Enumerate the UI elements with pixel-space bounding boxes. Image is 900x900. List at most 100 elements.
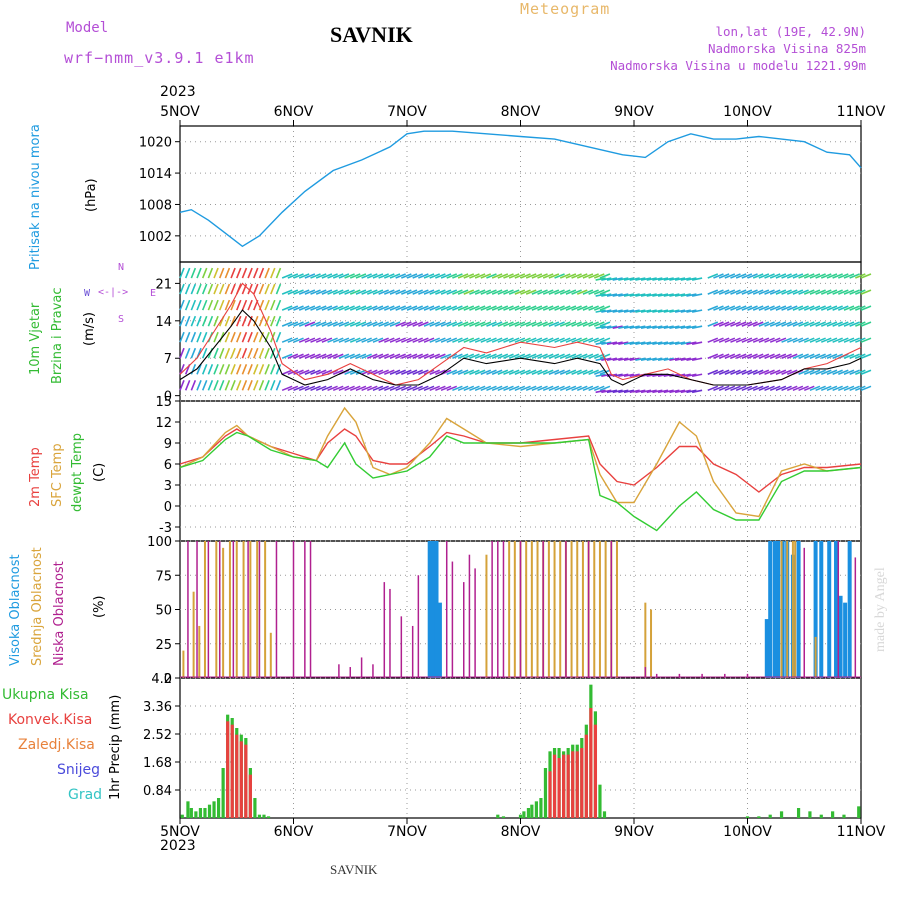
cloud-mid-bar [593, 541, 596, 678]
y-tick-label: 0 [164, 390, 172, 405]
wind-barb [855, 305, 866, 311]
wind-barb [741, 369, 753, 376]
wind-barb [769, 273, 781, 279]
wind-barb [657, 357, 669, 362]
wind-barb [275, 331, 282, 343]
wind-barb [457, 353, 469, 359]
wind-barb [752, 273, 764, 279]
wind-barb [366, 321, 378, 327]
wind-barb [576, 369, 588, 376]
wind-barb [571, 353, 582, 359]
wind-barb [275, 283, 282, 295]
wind-barb [747, 353, 758, 359]
wind-barb [514, 337, 526, 343]
wind-barb [826, 289, 838, 295]
wind-barb [190, 331, 197, 343]
wind-barb [752, 289, 764, 295]
wind-barb [593, 305, 605, 311]
wind-barb [480, 385, 492, 392]
wind-barb [571, 289, 582, 295]
wind-barb [201, 283, 208, 295]
wind-barb [803, 353, 815, 359]
wind-barb [599, 321, 611, 327]
wind-barb [418, 337, 429, 343]
wind-barb [815, 289, 826, 295]
wind-barb [657, 389, 669, 394]
wind-barb [230, 267, 236, 279]
wind-barb [713, 289, 724, 295]
cloud-high-bar [838, 595, 843, 678]
wind-barb [843, 289, 855, 295]
wind-barb [635, 309, 646, 313]
wind-barb [389, 385, 401, 392]
wind-barb [606, 277, 618, 281]
cloud-low-bar [360, 657, 363, 678]
wind-barb [452, 369, 463, 376]
cloud-mid-bar [222, 547, 225, 678]
wind-barb [372, 305, 384, 311]
wind-barb [258, 267, 265, 279]
wind-barb [663, 357, 674, 362]
wind-barb [559, 337, 571, 343]
wind-barb [429, 337, 440, 343]
precip-conv-bar [239, 741, 243, 818]
wind-barb [809, 369, 821, 376]
wind-barb [474, 289, 486, 295]
wind-barb [179, 347, 185, 359]
wind-barb [190, 267, 197, 279]
wind-barb [327, 353, 338, 359]
cloud-mid-bar [242, 541, 245, 678]
wind-barb [809, 337, 821, 343]
wind-barb [820, 321, 832, 327]
wind-barb [463, 305, 475, 311]
cloud-high-bar [776, 541, 781, 678]
wind-barb [480, 305, 492, 311]
wind-barb [669, 341, 680, 345]
wind-barb [588, 289, 599, 295]
wind-barb [452, 305, 463, 311]
wind-barb [809, 289, 821, 295]
wind-barb [792, 321, 804, 327]
wind-barb [832, 289, 843, 295]
wind-barb [606, 309, 618, 313]
wind-barb [741, 353, 753, 359]
wind-barb [406, 273, 418, 279]
wind-barb [752, 369, 764, 376]
wind-barb [315, 273, 327, 279]
wind-barb [361, 289, 372, 295]
pressure-line [179, 130, 862, 248]
wind-barb [730, 353, 741, 359]
cloud-low-bar [746, 673, 749, 678]
cloud-mid-bar [650, 609, 653, 678]
wind-barb [601, 341, 612, 345]
wind-barb [652, 325, 663, 329]
wind-barb [741, 337, 753, 343]
wind-barb [595, 277, 606, 281]
wind-barb [491, 305, 503, 311]
wind-barb [435, 305, 446, 311]
wind-barb [293, 353, 304, 359]
wind-barb [618, 341, 629, 345]
cloud-high-bar [434, 541, 439, 678]
time-tick-label-top: 8NOV [501, 104, 541, 120]
wind-barb [803, 273, 815, 279]
wind-barb [764, 353, 775, 359]
wind-barb [349, 273, 361, 279]
wind-barb [201, 315, 208, 327]
time-tick-label-top: 7NOV [387, 104, 427, 120]
wind-barb [718, 273, 730, 279]
cloud-mid-bar [269, 632, 272, 678]
cloud-mid-bar [192, 591, 195, 678]
wind-barb [508, 273, 520, 279]
wind-barb [355, 305, 367, 311]
wind-barb [179, 283, 185, 295]
wind-barb [707, 353, 719, 359]
wind-barb [554, 305, 565, 311]
wind-barb [491, 321, 503, 327]
wind-barb [395, 369, 406, 376]
wind-barb [344, 321, 355, 327]
wind-barb [707, 289, 719, 295]
precip-conv-bar [248, 774, 252, 818]
wind-barb [758, 305, 770, 311]
wind-barb [520, 273, 531, 279]
